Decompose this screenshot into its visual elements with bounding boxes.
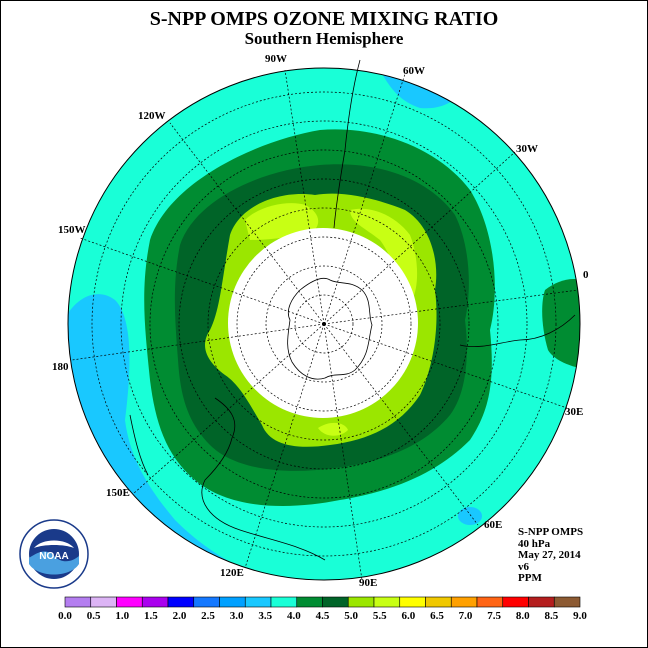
colorbar-tick-label: 2.5 xyxy=(201,610,215,622)
lon-label-150e: 150E xyxy=(106,487,130,499)
south-pole-marker xyxy=(322,322,326,326)
info-level: 40 hPa xyxy=(518,537,551,550)
colorbar-tick-label: 0.5 xyxy=(87,610,101,622)
info-date: May 27, 2014 xyxy=(518,549,581,561)
colorbar-swatch xyxy=(64,596,92,608)
colorbar-swatch xyxy=(373,596,401,608)
lon-label-30e: 30E xyxy=(565,406,583,418)
colorbar-tick-label: 2.0 xyxy=(173,610,187,622)
colorbar-swatch xyxy=(219,596,246,608)
lon-label-60w: 60W xyxy=(403,65,425,77)
south-america-coast xyxy=(333,59,361,229)
colorbar-swatch xyxy=(425,596,452,608)
lon-label-90w: 90W xyxy=(265,53,287,65)
lon-label-0: 0 xyxy=(583,269,589,281)
ozone-field xyxy=(68,68,580,580)
info-version: v6 xyxy=(518,560,529,573)
band-3-0-3-5-se xyxy=(458,507,482,525)
lon-label-180: 180 xyxy=(52,361,69,373)
coastlines xyxy=(129,59,576,561)
colorbar-swatch xyxy=(296,596,323,608)
band-5-5-6-0-c xyxy=(318,422,348,436)
colorbar-tick-label: 7.0 xyxy=(459,610,473,622)
colorbar-swatch xyxy=(167,596,195,608)
colorbar-swatch xyxy=(141,596,169,608)
colorbar-tick-label: 5.0 xyxy=(344,610,358,622)
colorbar-swatch xyxy=(450,596,478,608)
noaa-logo: NOAA xyxy=(19,519,89,589)
map-subtitle: Southern Hemisphere xyxy=(244,29,404,48)
lon-label-60e: 60E xyxy=(484,519,502,531)
colorbar-swatch xyxy=(116,596,143,608)
lon-label-120e: 120E xyxy=(220,567,244,579)
colorbar-swatch xyxy=(193,596,220,608)
colorbar-swatch xyxy=(553,596,581,608)
australia-coast xyxy=(201,397,326,561)
noaa-logo-text: NOAA xyxy=(39,551,68,562)
colorbar-swatch xyxy=(322,596,349,608)
new-zealand-coast xyxy=(129,414,149,476)
colorbar-tick-label: 6.0 xyxy=(401,610,415,622)
colorbar-tick-label: 3.0 xyxy=(230,610,244,622)
colorbar-tick-label: 8.5 xyxy=(545,610,559,622)
graticule xyxy=(71,69,579,581)
colorbar-tick-label: 0.0 xyxy=(58,610,72,622)
map-boundary xyxy=(67,67,581,581)
colorbar-swatch xyxy=(528,596,555,608)
colorbar-tick-label: 4.0 xyxy=(287,610,301,622)
antarctica-coast xyxy=(287,277,373,380)
lon-label-30w: 30W xyxy=(516,143,538,155)
colorbar-tick-label: 7.5 xyxy=(487,610,501,622)
colorbar-swatch xyxy=(347,596,375,608)
colorbar-tick-label: 1.0 xyxy=(115,610,129,622)
colorbar-tick-label: 6.5 xyxy=(430,610,444,622)
band-4-0-4-5-east xyxy=(542,279,580,370)
colorbar-swatch xyxy=(244,596,272,608)
colorbar-swatch xyxy=(399,596,426,608)
lon-label-90e: 90E xyxy=(359,577,377,589)
colorbar-tick-label: 4.5 xyxy=(316,610,330,622)
lon-label-150w: 150W xyxy=(58,224,86,236)
colorbar-tick-label: 8.0 xyxy=(516,610,530,622)
info-instrument: S-NPP OMPS xyxy=(518,526,584,538)
colorbar-ticks: 0.0 0.5 1.0 1.5 2.0 2.5 3.0 3.5 4.0 4.5 5.0 5.5 6.0 6… xyxy=(58,610,587,622)
colorbar-tick-label: 5.5 xyxy=(373,610,387,622)
colorbar-swatch xyxy=(90,596,117,608)
colorbar-tick-label: 3.5 xyxy=(258,610,272,622)
colorbar-tick-label: 9.0 xyxy=(573,610,587,622)
africa-coast xyxy=(459,314,576,348)
info-units: PPM xyxy=(518,572,542,584)
info-block: S-NPP OMPS 40 hPa May 27, 2014 v6 PPM xyxy=(518,526,584,585)
lon-label-120w: 120W xyxy=(138,110,166,122)
colorbar-swatches xyxy=(64,596,581,608)
colorbar-swatch xyxy=(476,596,504,608)
colorbar-swatch xyxy=(502,596,529,608)
band-5-5-6-0-a xyxy=(245,203,319,240)
colorbar-tick-label: 1.5 xyxy=(144,610,158,622)
colorbar-swatch xyxy=(270,596,298,608)
map-title: S-NPP OMPS OZONE MIXING RATIO xyxy=(149,8,499,30)
